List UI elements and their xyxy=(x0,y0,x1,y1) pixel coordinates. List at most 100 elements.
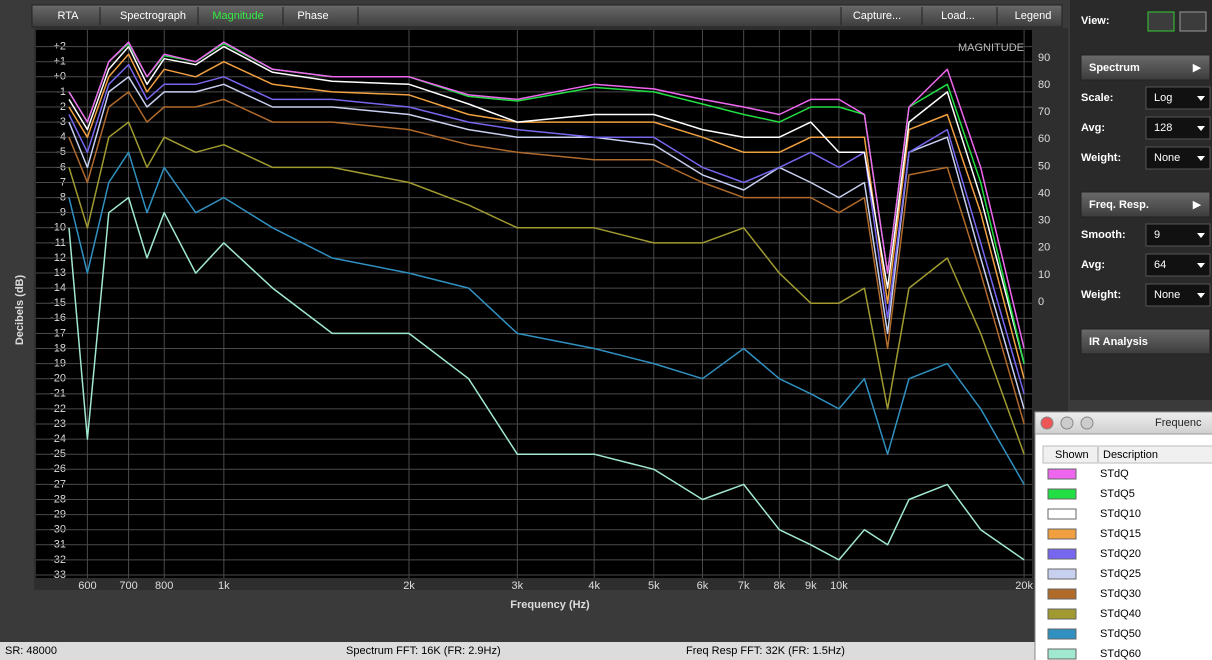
x-tick-label: 4k xyxy=(588,580,600,592)
section-header[interactable] xyxy=(1080,54,1211,81)
status-text: Freq Resp FFT: 32K (FR: 1.5Hz) xyxy=(686,645,845,657)
setting-label: Weight: xyxy=(1081,152,1121,164)
legend-swatch[interactable] xyxy=(1047,628,1077,640)
legend-swatch[interactable] xyxy=(1047,548,1077,560)
x-axis-label: Frequency (Hz) xyxy=(510,599,590,611)
chart-title: MAGNITUDE xyxy=(958,42,1024,54)
tab-bar xyxy=(31,4,1063,28)
setting-label: Avg: xyxy=(1081,259,1105,271)
x-tick-label: 10k xyxy=(830,580,848,592)
dropdown-arrow xyxy=(1197,96,1205,101)
section-title: IR Analysis xyxy=(1089,336,1148,348)
legend-label: STdQ40 xyxy=(1100,608,1141,620)
legend-swatch[interactable] xyxy=(1047,608,1077,620)
view-single[interactable] xyxy=(1147,11,1175,32)
dropdown[interactable] xyxy=(1145,253,1211,277)
window-button[interactable] xyxy=(1080,416,1094,430)
button[interactable]: Load... xyxy=(941,10,975,22)
series-line xyxy=(68,151,1025,485)
legend-label: STdQ10 xyxy=(1100,508,1141,520)
section-header[interactable] xyxy=(1080,328,1211,355)
series-line xyxy=(68,41,1025,349)
dropdown-value: 128 xyxy=(1154,122,1172,134)
legend-titlebar xyxy=(1034,411,1212,435)
dropdown-value: Log xyxy=(1154,92,1172,104)
y2-tick-label: 70 xyxy=(1038,106,1050,118)
dropdown-arrow xyxy=(1197,293,1205,298)
x-tick-label: 2k xyxy=(403,580,415,592)
legend-label: STdQ60 xyxy=(1100,648,1141,660)
x-tick-label: 9k xyxy=(805,580,817,592)
legend-swatch[interactable] xyxy=(1047,508,1077,520)
y2-tick-label: 90 xyxy=(1038,52,1050,64)
x-tick-label: 8k xyxy=(774,580,786,592)
setting-label: Smooth: xyxy=(1081,229,1126,241)
legend-label: STdQ15 xyxy=(1100,528,1141,540)
y2-tick-label: 50 xyxy=(1038,160,1050,172)
legend-swatch[interactable] xyxy=(1047,568,1077,580)
column-header: Description xyxy=(1103,449,1158,461)
x-tick-label: 5k xyxy=(648,580,660,592)
y-axis-label: Decibels (dB) xyxy=(14,275,26,346)
column-header: Shown xyxy=(1055,449,1089,461)
dropdown-arrow xyxy=(1197,156,1205,161)
section-header[interactable] xyxy=(1080,191,1211,218)
legend-window-title: Frequenc xyxy=(1155,417,1202,429)
series-line xyxy=(68,121,1025,455)
status-text: SR: 48000 xyxy=(5,645,57,657)
setting-label: Weight: xyxy=(1081,289,1121,301)
y2-tick-label: 40 xyxy=(1038,187,1050,199)
status-bar xyxy=(0,642,1212,660)
button[interactable]: Legend xyxy=(1015,10,1052,22)
window-button[interactable] xyxy=(1060,416,1074,430)
legend-swatch[interactable] xyxy=(1047,588,1077,600)
x-tick-label: 7k xyxy=(738,580,750,592)
y2-tick-label: 10 xyxy=(1038,269,1050,281)
dropdown-value: None xyxy=(1154,289,1180,301)
button[interactable]: Capture... xyxy=(853,10,901,22)
view-split[interactable] xyxy=(1179,11,1207,32)
x-tick-label: 700 xyxy=(119,580,137,592)
dropdown-value: None xyxy=(1154,152,1180,164)
setting-label: Scale: xyxy=(1081,92,1113,104)
legend-label: STdQ20 xyxy=(1100,548,1141,560)
legend-label: STdQ30 xyxy=(1100,588,1141,600)
dropdown-value: 9 xyxy=(1154,229,1160,241)
legend-label: STdQ xyxy=(1100,468,1129,480)
legend-swatch[interactable] xyxy=(1047,648,1077,660)
x-tick-label: 600 xyxy=(78,580,96,592)
legend-header xyxy=(1042,445,1212,464)
dropdown-value: 64 xyxy=(1154,259,1166,271)
legend-label: STdQ5 xyxy=(1100,488,1135,500)
dropdown[interactable] xyxy=(1145,223,1211,247)
x-tick-label: 3k xyxy=(512,580,524,592)
legend-swatch[interactable] xyxy=(1047,528,1077,540)
section-arrow: ▶ xyxy=(1193,199,1202,211)
view-label: View: xyxy=(1081,15,1110,27)
dropdown-arrow xyxy=(1197,126,1205,131)
dropdown[interactable] xyxy=(1145,146,1211,170)
legend-label: STdQ25 xyxy=(1100,568,1141,580)
tab[interactable]: RTA xyxy=(58,10,80,22)
tab[interactable]: Phase xyxy=(297,10,328,22)
legend-label: STdQ50 xyxy=(1100,628,1141,640)
dropdown[interactable] xyxy=(1145,86,1211,110)
status-text: Spectrum FFT: 16K (FR: 2.9Hz) xyxy=(346,645,501,657)
series-line xyxy=(68,91,1025,425)
tab[interactable]: Magnitude xyxy=(212,10,263,22)
x-tick-label: 1k xyxy=(218,580,230,592)
window-button[interactable] xyxy=(1040,416,1054,430)
dropdown[interactable] xyxy=(1145,116,1211,140)
tab[interactable]: Spectrograph xyxy=(120,10,186,22)
legend-swatch[interactable] xyxy=(1047,488,1077,500)
x-tick-label: 6k xyxy=(697,580,709,592)
y2-tick-label: 30 xyxy=(1038,215,1050,227)
dropdown[interactable] xyxy=(1145,283,1211,307)
y2-tick-label: 60 xyxy=(1038,133,1050,145)
y2-tick-label: 0 xyxy=(1038,296,1044,308)
series-line xyxy=(68,53,1025,379)
section-title: Spectrum xyxy=(1089,62,1140,74)
legend-swatch[interactable] xyxy=(1047,468,1077,480)
y2-tick-label: 20 xyxy=(1038,242,1050,254)
